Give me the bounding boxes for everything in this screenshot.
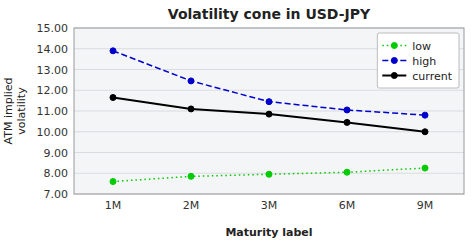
y-tick-label: 10.00 xyxy=(37,126,69,139)
point xyxy=(422,165,428,171)
point xyxy=(188,106,194,112)
y-tick-label: 13.00 xyxy=(37,64,69,77)
x-tick-label: 3M xyxy=(261,199,278,212)
line xyxy=(113,168,425,181)
y-axis-label: ATM impliedvolatility xyxy=(2,78,28,145)
legend-box xyxy=(377,33,459,88)
y-tick-label: 8.00 xyxy=(44,167,69,180)
x-tick-label: 6M xyxy=(339,199,356,212)
point xyxy=(188,78,194,84)
point xyxy=(344,107,350,113)
y-tick-label: 14.00 xyxy=(37,43,69,56)
point xyxy=(188,173,194,179)
x-tick-label: 1M xyxy=(105,199,122,212)
point xyxy=(391,43,397,49)
x-axis: 1M 2M 3M 6M 9M xyxy=(105,199,434,212)
y-axis: 7.00 8.00 9.00 10.00 11.00 12.00 13.00 14.00 15.… xyxy=(37,22,69,201)
y-tick-label: 9.00 xyxy=(44,147,69,160)
point xyxy=(266,99,272,105)
y-tick-label: 7.00 xyxy=(44,188,69,201)
title: Volatility cone in USD-JPY xyxy=(168,6,371,22)
y-tick-label: 15.00 xyxy=(37,22,69,35)
point xyxy=(266,111,272,117)
point xyxy=(391,58,397,64)
point xyxy=(422,129,428,135)
legend-label: high xyxy=(412,55,436,68)
point xyxy=(110,48,116,54)
x-tick-label: 2M xyxy=(183,199,200,212)
y-tick-label: 11.00 xyxy=(37,105,69,118)
x-axis-label: Maturity label xyxy=(225,226,312,239)
grid-line xyxy=(74,90,464,91)
grid-line xyxy=(74,152,464,153)
series xyxy=(110,165,428,184)
legend-label: current xyxy=(412,70,452,83)
grid-line xyxy=(74,131,464,132)
legend: low high current xyxy=(377,33,459,88)
legend-label: low xyxy=(412,40,431,53)
y-tick-label: 12.00 xyxy=(37,84,69,97)
series xyxy=(110,95,428,135)
y-axis-label-line: volatility xyxy=(15,87,28,135)
plot-frame xyxy=(74,28,464,194)
chart: 7.00 8.00 9.00 10.00 11.00 12.00 13.00 14.00 15.… xyxy=(0,0,474,246)
point xyxy=(422,112,428,118)
point xyxy=(344,119,350,125)
line xyxy=(113,98,425,132)
y-axis-label-line: ATM implied xyxy=(2,78,15,145)
point xyxy=(110,95,116,101)
plot-background xyxy=(74,28,464,194)
x-tick-label: 9M xyxy=(417,199,434,212)
grid xyxy=(74,28,464,194)
point xyxy=(110,179,116,185)
point xyxy=(391,73,397,79)
point xyxy=(344,169,350,175)
point xyxy=(266,171,272,177)
